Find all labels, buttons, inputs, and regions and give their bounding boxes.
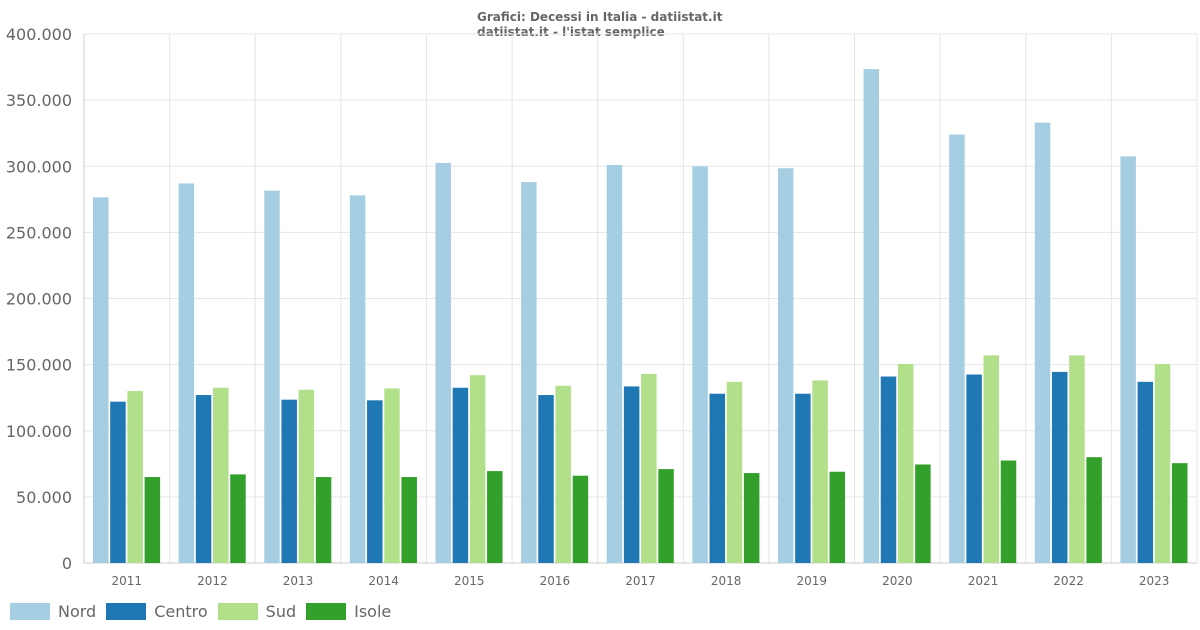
bar-nord [606,164,623,564]
x-tick-label: 2021 [968,574,999,588]
bar-nord [1034,122,1051,564]
legend-swatch [106,603,147,620]
bar-isole [1086,457,1102,563]
bar-centro [966,374,982,563]
bar-nord [692,166,708,563]
bar-nord [349,195,366,563]
y-tick-label: 350.000 [6,91,72,110]
bar-sud [726,381,743,563]
bar-isole [658,469,674,563]
bar-nord [264,190,280,563]
bar-nord [435,162,451,563]
legend-item-centro[interactable]: Centro [106,602,208,621]
bar-isole [1000,460,1017,563]
bar-nord [863,69,880,563]
bar-centro [110,401,126,563]
bar-sud [298,389,315,563]
bar-nord [521,182,537,563]
y-tick-label: 200.000 [6,290,72,309]
legend-swatch [217,603,258,620]
bar-sud [641,373,657,563]
y-tick-label: 150.000 [6,356,72,375]
bar-sud [897,363,914,563]
x-tick-label: 2012 [197,574,228,588]
bar-centro [1137,381,1154,563]
y-tick-label: 0 [62,554,72,573]
y-tick-label: 250.000 [6,223,72,242]
bar-centro [195,395,212,563]
x-tick-label: 2020 [882,574,913,588]
bar-nord [949,134,965,563]
x-tick-label: 2018 [711,574,742,588]
x-tick-label: 2022 [1053,574,1084,588]
bar-centro [281,399,297,563]
x-tick-label: 2017 [625,574,656,588]
bar-sud [1069,355,1085,563]
bar-centro [795,393,811,563]
bar-sud [213,387,229,563]
bar-isole [1171,463,1188,563]
x-tick-label: 2014 [368,574,399,588]
bar-isole [230,474,246,563]
bar-nord [777,168,794,563]
bar-centro [709,393,726,563]
legend-item-sud[interactable]: Sud [217,602,297,621]
chart-title-block: Grafici: Decessi in Italia - datiistat.i… [477,10,722,40]
x-tick-label: 2015 [454,574,485,588]
bar-centro [538,395,554,563]
legend-swatch [10,603,50,620]
x-tick-label: 2013 [283,574,314,588]
bar-sud [983,355,1000,563]
legend-label: Nord [58,602,97,621]
bar-nord [93,197,109,564]
x-tick-label: 2023 [1139,574,1170,588]
bar-isole [572,475,589,563]
bar-isole [144,477,161,563]
bar-isole [829,471,846,563]
bar-centro [623,386,640,563]
bar-sud [812,380,828,563]
y-tick-label: 100.000 [6,422,72,441]
bar-sud [127,391,143,563]
bar-sud [1154,363,1171,563]
bar-isole [315,477,332,563]
bar-sud [555,385,571,563]
chart-title: Grafici: Decessi in Italia - datiistat.i… [477,10,723,24]
bar-isole [487,471,503,563]
legend-item-isole[interactable]: Isole [306,602,391,621]
x-tick-label: 2011 [112,574,143,588]
bar-centro [1051,371,1068,563]
bar-isole [743,473,760,563]
bar-sud [384,388,400,563]
bar-isole [401,477,417,563]
y-tick-label: 300.000 [6,157,72,176]
chart-subtitle: datiistat.it - l'istat semplice [477,25,665,39]
legend-label: Isole [354,602,392,621]
bar-nord [178,183,195,563]
bar-centro [452,387,469,563]
legend-label: Centro [154,602,208,621]
bar-centro [880,376,897,563]
x-tick-label: 2019 [796,574,827,588]
bar-centro [367,400,383,563]
legend-item-nord[interactable]: Nord [10,602,96,621]
bar-sud [469,375,486,563]
bar-isole [915,464,931,563]
bar-nord [1120,156,1136,564]
legend-label: Sud [265,602,297,621]
y-tick-label: 400.000 [6,25,72,44]
legend-swatch [306,603,347,620]
y-tick-label: 50.000 [16,488,72,507]
legend: Nord Centro Sud Isole [10,602,401,621]
x-tick-label: 2016 [540,574,571,588]
